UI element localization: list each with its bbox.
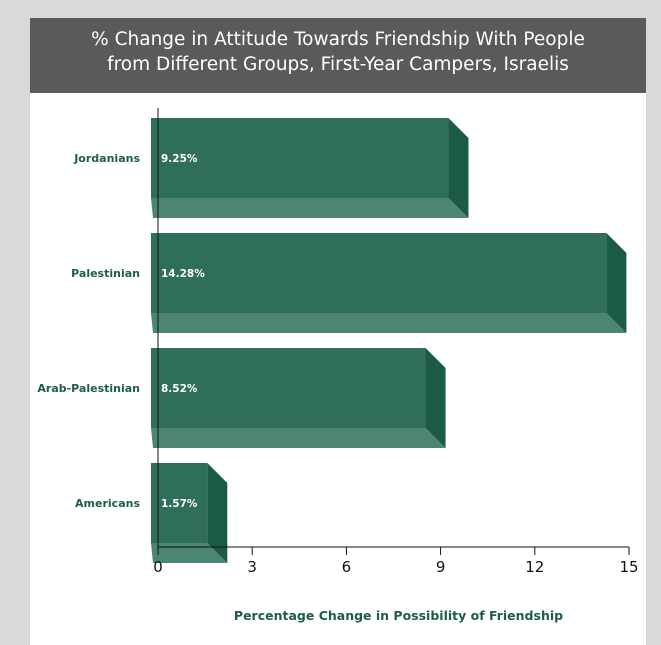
bar-bottom-face [151,313,627,333]
bars-group: 9.25% 14.28% 8.52% 1.57% [151,118,627,563]
chart-title: % Change in Attitude Towards Friendship … [30,27,646,77]
x-tick-label-9: 9 [436,558,446,576]
bar-value-label: 1.57% [161,498,198,510]
bar-side-face [425,348,446,448]
x-tick-label-15: 15 [619,558,638,576]
chart-title-line-2: from Different Groups, First-Year Camper… [107,54,569,75]
bar-front-face [151,233,607,313]
x-tick-label-6: 6 [342,558,352,576]
bar-front-face [151,348,426,428]
bar-value-label: 14.28% [161,268,205,280]
bar-side-face [207,463,228,563]
category-label-palestinian: Palestinian [71,267,140,280]
bar-chart: 9.25% 14.28% 8.52% 1.57% 0 3 6 9 12 15 Percentage… [37,108,639,623]
bar-front-face [151,463,208,543]
bar-side-face [448,118,469,218]
chart-header [30,18,646,93]
bar-palestinian: 14.28% [151,233,627,333]
bar-bottom-face [151,428,446,448]
x-tick-label-0: 0 [153,558,163,576]
bar-front-face [151,118,449,198]
bar-americans: 1.57% [151,463,228,563]
bar-bottom-face [151,198,469,218]
x-tick-label-12: 12 [525,558,544,576]
axes-group: 0 3 6 9 12 15 Percentage Change in Possibility… [37,108,639,623]
category-label-americans: Americans [75,497,140,510]
category-label-arab-palestinian: Arab-Palestinian [37,382,140,395]
bar-side-face [606,233,627,333]
bar-value-label: 8.52% [161,383,198,395]
bar-bottom-face [151,543,228,563]
bar-arab-palestinian: 8.52% [151,348,446,448]
bar-value-label: 9.25% [161,153,198,165]
bar-jordanians: 9.25% [151,118,469,218]
chart-frame: % Change in Attitude Towards Friendship … [30,18,646,645]
x-tick-label-3: 3 [247,558,257,576]
category-label-jordanians: Jordanians [73,152,140,165]
chart-title-line-1: % Change in Attitude Towards Friendship … [91,29,585,50]
x-axis-title: Percentage Change in Possibility of Frie… [234,608,563,623]
